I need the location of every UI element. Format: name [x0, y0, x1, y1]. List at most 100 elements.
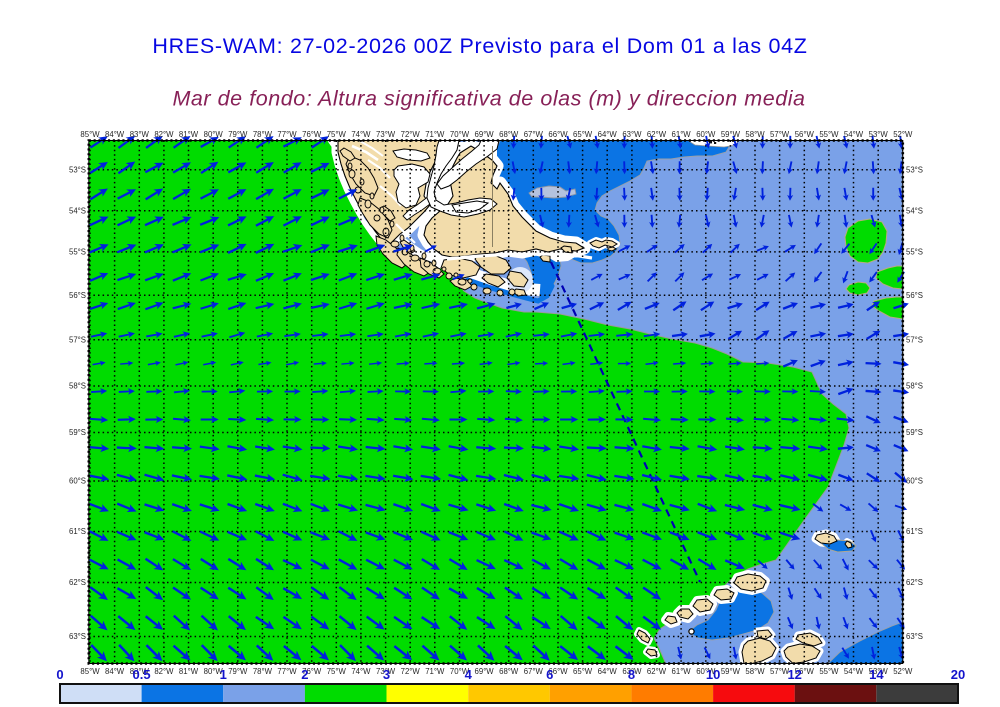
- svg-text:1: 1: [220, 667, 227, 682]
- svg-text:56°S: 56°S: [906, 291, 923, 300]
- svg-text:59°S: 59°S: [69, 428, 86, 437]
- svg-text:58°W: 58°W: [745, 667, 765, 676]
- svg-text:61°W: 61°W: [672, 667, 692, 676]
- svg-text:53°W: 53°W: [869, 667, 889, 676]
- svg-text:58°S: 58°S: [906, 382, 923, 391]
- svg-text:58°W: 58°W: [745, 130, 765, 139]
- svg-text:83°W: 83°W: [130, 130, 150, 139]
- svg-text:71°W: 71°W: [425, 667, 445, 676]
- svg-text:57°W: 57°W: [770, 130, 790, 139]
- svg-text:20: 20: [951, 667, 965, 682]
- svg-text:70°W: 70°W: [450, 130, 470, 139]
- svg-text:54°S: 54°S: [69, 206, 86, 215]
- svg-text:82°W: 82°W: [154, 667, 174, 676]
- svg-text:79°W: 79°W: [228, 667, 248, 676]
- svg-text:73°W: 73°W: [376, 667, 396, 676]
- svg-text:82°W: 82°W: [154, 130, 174, 139]
- svg-text:68°W: 68°W: [499, 667, 519, 676]
- svg-text:83°W: 83°W: [130, 667, 150, 676]
- svg-text:52°W: 52°W: [893, 667, 913, 676]
- svg-text:54°W: 54°W: [844, 130, 864, 139]
- svg-text:70°W: 70°W: [450, 667, 470, 676]
- svg-text:78°W: 78°W: [253, 667, 273, 676]
- svg-text:57°W: 57°W: [770, 667, 790, 676]
- svg-text:84°W: 84°W: [105, 130, 125, 139]
- svg-text:0.5: 0.5: [133, 667, 151, 682]
- svg-text:Mar de fondo: Altura significa: Mar de fondo: Altura significativa de ol…: [172, 87, 805, 111]
- svg-text:61°W: 61°W: [672, 130, 692, 139]
- svg-text:67°W: 67°W: [524, 667, 544, 676]
- svg-text:58°S: 58°S: [69, 382, 86, 391]
- svg-text:84°W: 84°W: [105, 667, 125, 676]
- svg-text:59°S: 59°S: [906, 428, 923, 437]
- svg-text:63°W: 63°W: [622, 667, 642, 676]
- svg-text:4: 4: [465, 667, 473, 682]
- svg-text:56°W: 56°W: [795, 667, 815, 676]
- svg-text:64°W: 64°W: [598, 667, 618, 676]
- svg-text:62°S: 62°S: [69, 578, 86, 587]
- svg-text:85°W: 85°W: [80, 667, 100, 676]
- svg-text:62°W: 62°W: [647, 667, 667, 676]
- svg-text:72°W: 72°W: [401, 130, 421, 139]
- svg-text:60°W: 60°W: [696, 130, 716, 139]
- svg-text:80°W: 80°W: [204, 667, 224, 676]
- svg-text:62°W: 62°W: [647, 130, 667, 139]
- svg-text:76°W: 76°W: [302, 130, 322, 139]
- svg-text:54°S: 54°S: [906, 206, 923, 215]
- svg-text:59°W: 59°W: [721, 130, 741, 139]
- svg-text:54°W: 54°W: [844, 667, 864, 676]
- svg-text:57°S: 57°S: [906, 335, 923, 344]
- svg-text:81°W: 81°W: [179, 130, 199, 139]
- svg-text:74°W: 74°W: [351, 667, 371, 676]
- svg-text:77°W: 77°W: [277, 130, 297, 139]
- svg-text:3: 3: [383, 667, 390, 682]
- svg-text:63°S: 63°S: [69, 632, 86, 641]
- svg-text:81°W: 81°W: [179, 667, 199, 676]
- svg-text:79°W: 79°W: [228, 130, 248, 139]
- svg-text:65°W: 65°W: [573, 130, 593, 139]
- svg-text:10: 10: [706, 667, 720, 682]
- svg-text:72°W: 72°W: [401, 667, 421, 676]
- svg-text:66°W: 66°W: [548, 130, 568, 139]
- svg-text:61°S: 61°S: [69, 527, 86, 536]
- svg-text:60°W: 60°W: [696, 667, 716, 676]
- svg-text:63°W: 63°W: [622, 130, 642, 139]
- svg-text:8: 8: [628, 667, 635, 682]
- svg-text:75°W: 75°W: [327, 667, 347, 676]
- svg-text:76°W: 76°W: [302, 667, 322, 676]
- svg-text:53°W: 53°W: [869, 130, 889, 139]
- svg-text:55°W: 55°W: [819, 130, 839, 139]
- svg-text:68°W: 68°W: [499, 130, 519, 139]
- svg-text:53°S: 53°S: [906, 165, 923, 174]
- svg-text:59°W: 59°W: [721, 667, 741, 676]
- svg-text:2: 2: [301, 667, 308, 682]
- svg-text:53°S: 53°S: [69, 165, 86, 174]
- svg-text:14: 14: [869, 667, 884, 682]
- svg-text:0: 0: [56, 667, 63, 682]
- svg-text:71°W: 71°W: [425, 130, 445, 139]
- svg-text:55°W: 55°W: [819, 667, 839, 676]
- svg-text:78°W: 78°W: [253, 130, 273, 139]
- svg-text:64°W: 64°W: [598, 130, 618, 139]
- svg-text:66°W: 66°W: [548, 667, 568, 676]
- svg-text:67°W: 67°W: [524, 130, 544, 139]
- svg-text:60°S: 60°S: [69, 477, 86, 486]
- svg-text:74°W: 74°W: [351, 130, 371, 139]
- svg-text:55°S: 55°S: [69, 248, 86, 257]
- svg-text:62°S: 62°S: [906, 578, 923, 587]
- svg-text:61°S: 61°S: [906, 527, 923, 536]
- svg-text:85°W: 85°W: [80, 130, 100, 139]
- svg-text:60°S: 60°S: [906, 477, 923, 486]
- svg-text:HRES-WAM: 27-02-2026 00Z Previ: HRES-WAM: 27-02-2026 00Z Previsto para e…: [152, 34, 807, 58]
- svg-text:55°S: 55°S: [906, 248, 923, 257]
- svg-text:69°W: 69°W: [475, 667, 495, 676]
- svg-text:63°S: 63°S: [906, 632, 923, 641]
- svg-text:73°W: 73°W: [376, 130, 396, 139]
- svg-text:75°W: 75°W: [327, 130, 347, 139]
- svg-text:52°W: 52°W: [893, 130, 913, 139]
- svg-text:57°S: 57°S: [69, 335, 86, 344]
- svg-text:77°W: 77°W: [277, 667, 297, 676]
- svg-text:80°W: 80°W: [204, 130, 224, 139]
- svg-text:65°W: 65°W: [573, 667, 593, 676]
- svg-text:56°S: 56°S: [69, 291, 86, 300]
